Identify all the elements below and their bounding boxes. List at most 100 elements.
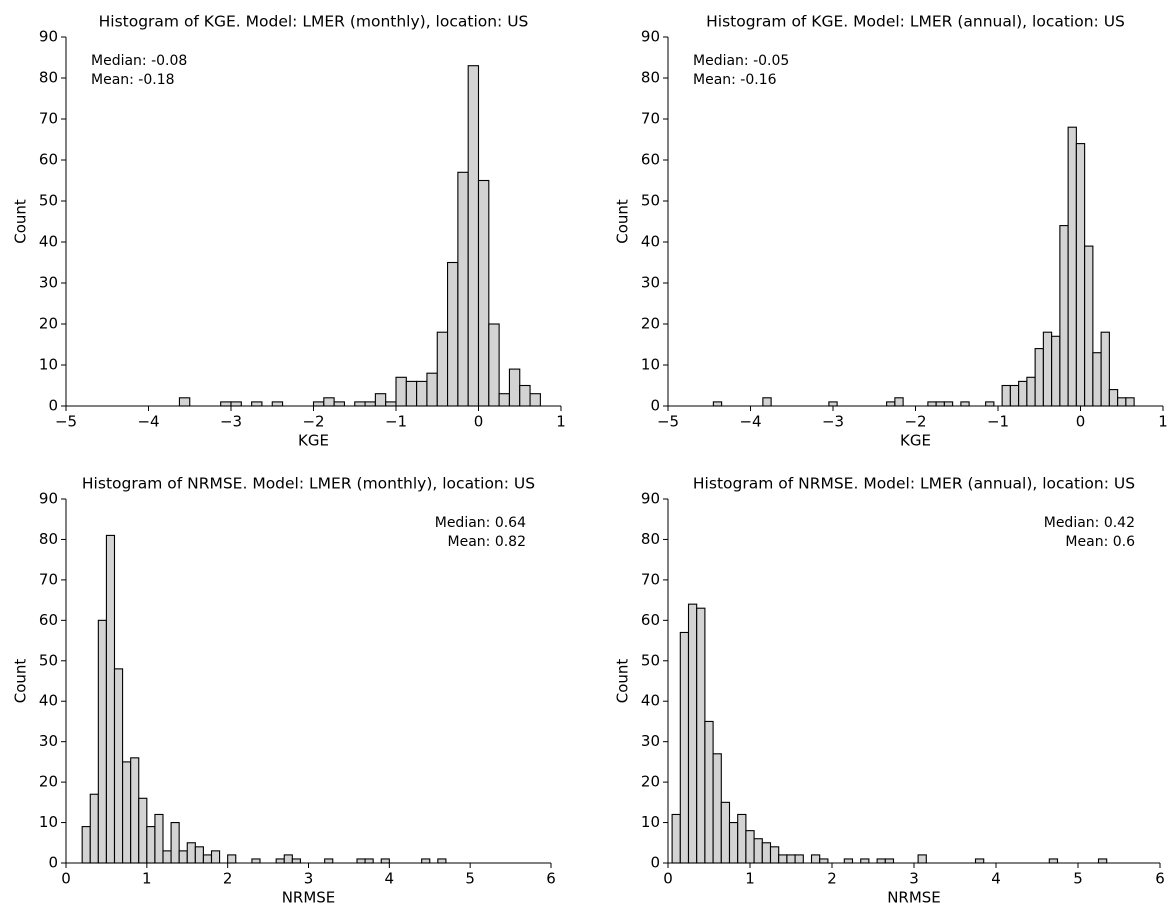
histogram-bar bbox=[728, 822, 739, 864]
x-tick-label: 3 bbox=[909, 870, 919, 888]
y-axis-label: Count bbox=[614, 659, 632, 704]
chart-title: Histogram of NRMSE. Model: LMER (monthly… bbox=[82, 475, 535, 493]
x-tick-label: 4 bbox=[385, 870, 395, 888]
histogram-bar bbox=[230, 401, 242, 407]
x-tick-label: −3 bbox=[822, 413, 844, 431]
y-tick-label: 0 bbox=[650, 397, 660, 415]
y-tick-label: 70 bbox=[39, 570, 58, 588]
x-tick-label: 1 bbox=[1158, 413, 1168, 431]
histogram-bar bbox=[1117, 397, 1127, 407]
histogram-bar bbox=[194, 846, 204, 864]
histogram-bar bbox=[917, 854, 927, 864]
histogram-bar bbox=[687, 603, 698, 864]
histogram-bar bbox=[105, 534, 116, 864]
x-tick-label: 3 bbox=[304, 870, 314, 888]
histogram-bar bbox=[202, 854, 213, 864]
histogram-bar bbox=[679, 631, 690, 864]
x-tick-label: 6 bbox=[1155, 870, 1165, 888]
stat-annotation: Mean: 0.6 bbox=[1065, 534, 1135, 550]
histogram-bar bbox=[1075, 143, 1086, 407]
y-tick-label: 90 bbox=[39, 28, 58, 46]
histogram-bar bbox=[884, 858, 895, 864]
histogram-bar bbox=[385, 401, 397, 407]
histogram-bar bbox=[477, 179, 490, 407]
histogram-bar bbox=[364, 858, 374, 864]
histogram-bar bbox=[113, 668, 124, 864]
y-tick-label: 50 bbox=[641, 192, 660, 210]
histogram-bar bbox=[894, 397, 904, 407]
y-tick-label: 10 bbox=[641, 356, 660, 374]
histogram-bar bbox=[508, 368, 521, 407]
y-tick-label: 30 bbox=[39, 732, 58, 750]
histogram-bar bbox=[97, 619, 107, 864]
histogram-bar bbox=[737, 813, 747, 864]
histogram-bar bbox=[81, 826, 91, 864]
histogram-bar bbox=[1084, 245, 1094, 407]
histogram-bar bbox=[810, 854, 821, 864]
histogram-bar bbox=[437, 858, 447, 864]
histogram-bar bbox=[1125, 397, 1135, 407]
histogram-bar bbox=[122, 761, 132, 864]
x-axis-label: NRMSE bbox=[282, 889, 336, 907]
histogram-bar bbox=[395, 376, 407, 407]
stat-annotation: Mean: -0.16 bbox=[693, 72, 777, 88]
histogram-bar bbox=[1026, 376, 1036, 407]
x-tick-label: 2 bbox=[827, 870, 837, 888]
y-tick-label: 80 bbox=[641, 69, 660, 87]
x-tick-label: 1 bbox=[745, 870, 755, 888]
histogram-bar bbox=[271, 401, 284, 407]
stat-annotation: Mean: -0.18 bbox=[91, 72, 175, 88]
histogram-bar bbox=[89, 793, 99, 864]
y-tick-label: 60 bbox=[641, 611, 660, 629]
histogram-bar bbox=[985, 401, 995, 407]
stat-annotation: Mean: 0.82 bbox=[448, 534, 526, 550]
y-tick-label: 20 bbox=[39, 773, 58, 791]
histogram-bar bbox=[720, 801, 731, 864]
histogram-bar bbox=[210, 850, 221, 864]
y-tick-label: 90 bbox=[39, 490, 58, 508]
x-tick-label: 0 bbox=[474, 413, 484, 431]
stat-annotation: Median: -0.05 bbox=[693, 53, 789, 69]
y-axis-label: Count bbox=[12, 659, 30, 704]
histogram-bar bbox=[843, 858, 854, 864]
histogram-bar bbox=[426, 372, 438, 407]
y-tick-label: 80 bbox=[39, 69, 58, 87]
x-tick-label: −2 bbox=[904, 413, 926, 431]
histogram-bar bbox=[324, 858, 334, 864]
y-tick-label: 80 bbox=[39, 530, 58, 548]
x-tick-label: −4 bbox=[137, 413, 159, 431]
x-tick-label: −3 bbox=[220, 413, 242, 431]
x-tick-label: 2 bbox=[223, 870, 233, 888]
y-tick-label: 20 bbox=[39, 315, 58, 333]
histogram-bar bbox=[227, 854, 237, 864]
histogram-bar bbox=[1092, 352, 1102, 407]
histogram-bar bbox=[333, 401, 345, 407]
histogram-bar bbox=[162, 850, 172, 864]
histogram-bar bbox=[186, 842, 196, 864]
histogram-bar bbox=[762, 397, 772, 407]
histogram-bar bbox=[138, 797, 148, 864]
histogram-bar bbox=[374, 393, 387, 407]
y-tick-label: 40 bbox=[39, 692, 58, 710]
y-tick-label: 70 bbox=[641, 570, 660, 588]
histogram-bar bbox=[283, 854, 293, 864]
y-tick-label: 60 bbox=[39, 151, 58, 169]
y-tick-label: 10 bbox=[39, 356, 58, 374]
y-axis-label: Count bbox=[12, 199, 30, 244]
y-tick-label: 0 bbox=[650, 854, 660, 872]
y-tick-label: 40 bbox=[39, 233, 58, 251]
histogram-bar bbox=[312, 401, 325, 407]
y-tick-label: 30 bbox=[641, 274, 660, 292]
x-tick-label: −5 bbox=[55, 413, 77, 431]
histogram-bar bbox=[960, 401, 970, 407]
stat-annotation: Median: -0.08 bbox=[91, 53, 187, 69]
y-tick-label: 10 bbox=[641, 813, 660, 831]
x-tick-label: 4 bbox=[991, 870, 1001, 888]
x-tick-label: 1 bbox=[142, 870, 152, 888]
histogram-bar bbox=[467, 65, 480, 407]
histogram-bar bbox=[704, 720, 714, 864]
histogram-bar bbox=[927, 401, 937, 407]
y-axis-label: Count bbox=[614, 199, 632, 244]
x-tick-label: −2 bbox=[302, 413, 324, 431]
x-tick-label: 0 bbox=[663, 870, 673, 888]
